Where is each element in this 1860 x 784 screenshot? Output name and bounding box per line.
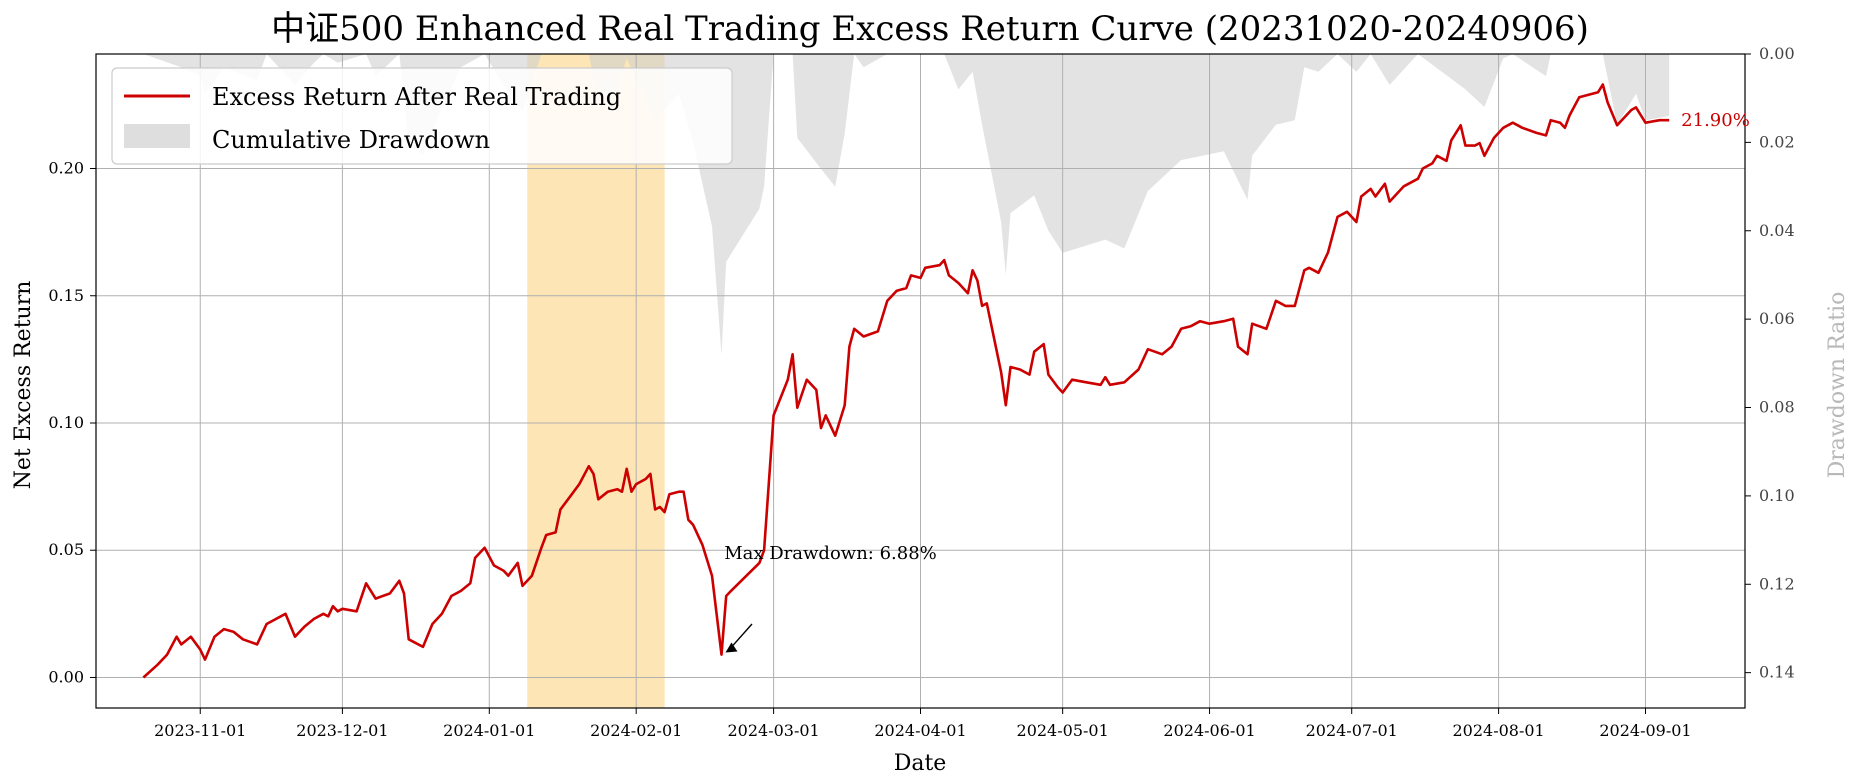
y-right-tick-label-6: 0.12 <box>1759 574 1795 593</box>
y-tick-label-0: 0.00 <box>48 667 84 686</box>
legend-label-drawdown: Cumulative Drawdown <box>212 126 490 154</box>
max-drawdown-arrowhead <box>725 642 738 653</box>
x-tick-label-10: 2024-09-01 <box>1599 721 1691 740</box>
x-tick-label-8: 2024-07-01 <box>1306 721 1398 740</box>
tick-labels: 2023-11-01 2023-12-01 2024-01-01 2024-02-01… <box>48 44 1794 740</box>
y-tick-label-2: 0.10 <box>48 413 84 432</box>
y-tick-label-1: 0.05 <box>48 540 84 559</box>
max-drawdown-label: Max Drawdown: 6.88% <box>724 543 937 564</box>
x-tick-label-3: 2024-02-01 <box>590 721 682 740</box>
x-tick-label-7: 2024-06-01 <box>1163 721 1255 740</box>
x-axis-label: Date <box>894 751 947 776</box>
gridlines <box>96 54 1745 708</box>
y-right-tick-label-7: 0.14 <box>1759 663 1795 682</box>
y-right-tick-label-3: 0.06 <box>1759 309 1795 328</box>
legend-area-swatch <box>124 124 190 148</box>
x-tick-label-5: 2024-04-01 <box>874 721 966 740</box>
excess-return-line <box>142 83 1670 679</box>
final-return-label: 21.90% <box>1681 110 1750 131</box>
y-tick-label-4: 0.20 <box>48 159 84 178</box>
legend-label-excess-return: Excess Return After Real Trading <box>212 83 621 111</box>
y-right-tick-label-0: 0.00 <box>1759 44 1795 63</box>
y-right-tick-label-4: 0.08 <box>1759 398 1795 417</box>
x-tick-label-0: 2023-11-01 <box>154 721 246 740</box>
x-tick-label-2: 2024-01-01 <box>443 721 535 740</box>
y-right-tick-label-2: 0.04 <box>1759 221 1795 240</box>
excess-return-line-series <box>142 83 1670 679</box>
legend: Excess Return After Real Trading Cumulati… <box>111 67 733 165</box>
y-axis-label: Net Excess Return <box>11 281 36 490</box>
y-right-tick-label-5: 0.10 <box>1759 486 1795 505</box>
annotations: Max Drawdown: 6.88% 21.90% <box>724 110 1750 653</box>
x-tick-label-4: 2024-03-01 <box>727 721 819 740</box>
axes <box>90 53 1751 714</box>
legend-box <box>111 67 733 165</box>
x-tick-label-1: 2023-12-01 <box>296 721 388 740</box>
y-tick-label-3: 0.15 <box>48 286 84 305</box>
y-right-tick-label-1: 0.02 <box>1759 132 1795 151</box>
chart-title: 中证500 Enhanced Real Trading Excess Retur… <box>271 9 1589 49</box>
y-axis-right-label: Drawdown Ratio <box>1825 292 1850 479</box>
x-tick-label-6: 2024-05-01 <box>1017 721 1109 740</box>
x-tick-label-9: 2024-08-01 <box>1452 721 1544 740</box>
